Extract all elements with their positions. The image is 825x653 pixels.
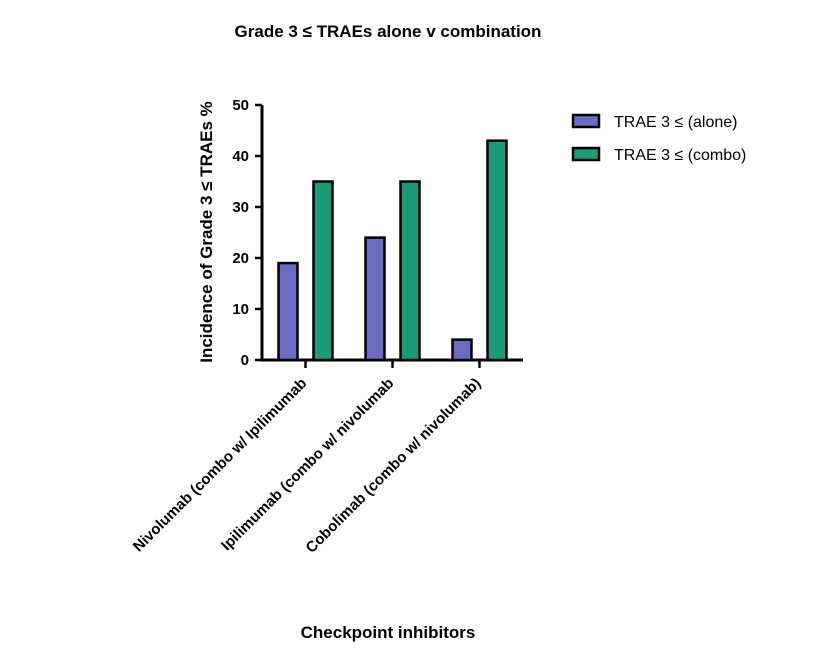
category-label-3: Cobolimab (combo w/ nivolumab) <box>303 375 485 557</box>
bar-alone-1 <box>277 261 299 362</box>
y-tick-label: 20 <box>232 250 249 267</box>
legend: TRAE 3 ≤ (alone) TRAE 3 ≤ (combo) <box>571 113 746 164</box>
y-tick-label: 50 <box>232 97 249 114</box>
bar-combo-2 <box>399 180 421 362</box>
category-label-1: Nivolumab (combo w/ Ipilimumab <box>130 375 311 556</box>
bar-alone-2 <box>364 236 386 362</box>
legend-label-combo: TRAE 3 ≤ (combo) <box>614 147 746 164</box>
y-tick-label: 10 <box>232 301 249 318</box>
y-tick-label: 40 <box>232 148 249 165</box>
legend-swatch-alone <box>571 113 601 129</box>
chart-title: Grade 3 ≤ TRAEs alone v combination <box>235 22 542 41</box>
category-label-2: Ipilimumab (combo w/ nivolumab <box>218 375 397 554</box>
bar-alone-3 <box>451 338 473 362</box>
y-tick-label: 30 <box>232 199 249 216</box>
bar-combo-3 <box>486 139 508 362</box>
y-axis-title: Incidence of Grade 3 ≤ TRAEs % <box>197 101 216 363</box>
plot-area: 0 10 20 30 40 50 Nivolumab (combo w/ Ipilimuma… <box>130 97 523 557</box>
bar-combo-1 <box>312 180 334 362</box>
legend-label-alone: TRAE 3 ≤ (alone) <box>614 114 738 131</box>
y-tick-label: 0 <box>241 352 249 369</box>
legend-swatch-combo <box>571 146 601 162</box>
x-axis-title: Checkpoint inhibitors <box>301 623 476 642</box>
